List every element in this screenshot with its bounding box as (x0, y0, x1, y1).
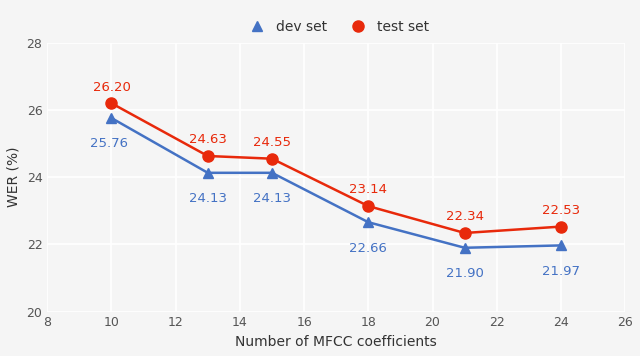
Text: 21.97: 21.97 (542, 265, 580, 278)
dev set (204, 171, 212, 175)
Line: dev set: dev set (107, 113, 566, 253)
Text: 24.13: 24.13 (253, 192, 291, 205)
Text: 22.53: 22.53 (542, 204, 580, 217)
Text: 26.20: 26.20 (93, 80, 131, 94)
Legend: dev set, test set: dev set, test set (237, 15, 435, 40)
Y-axis label: WER (%): WER (%) (7, 147, 21, 208)
Text: 24.55: 24.55 (253, 136, 291, 149)
test set (461, 231, 468, 235)
Text: 21.90: 21.90 (445, 267, 484, 280)
Text: 22.34: 22.34 (445, 210, 484, 223)
X-axis label: Number of MFCC coefficients: Number of MFCC coefficients (236, 335, 437, 349)
test set (268, 157, 276, 161)
Text: 23.14: 23.14 (349, 183, 387, 197)
dev set (108, 116, 115, 120)
test set (557, 224, 565, 229)
test set (108, 101, 115, 105)
dev set (268, 171, 276, 175)
Text: 22.66: 22.66 (349, 242, 387, 255)
Text: 24.63: 24.63 (189, 133, 227, 146)
dev set (364, 220, 372, 224)
test set (204, 154, 212, 158)
Text: 25.76: 25.76 (90, 137, 127, 151)
Text: 24.13: 24.13 (189, 192, 227, 205)
dev set (557, 243, 565, 247)
Line: test set: test set (106, 98, 566, 239)
test set (364, 204, 372, 208)
dev set (461, 246, 468, 250)
